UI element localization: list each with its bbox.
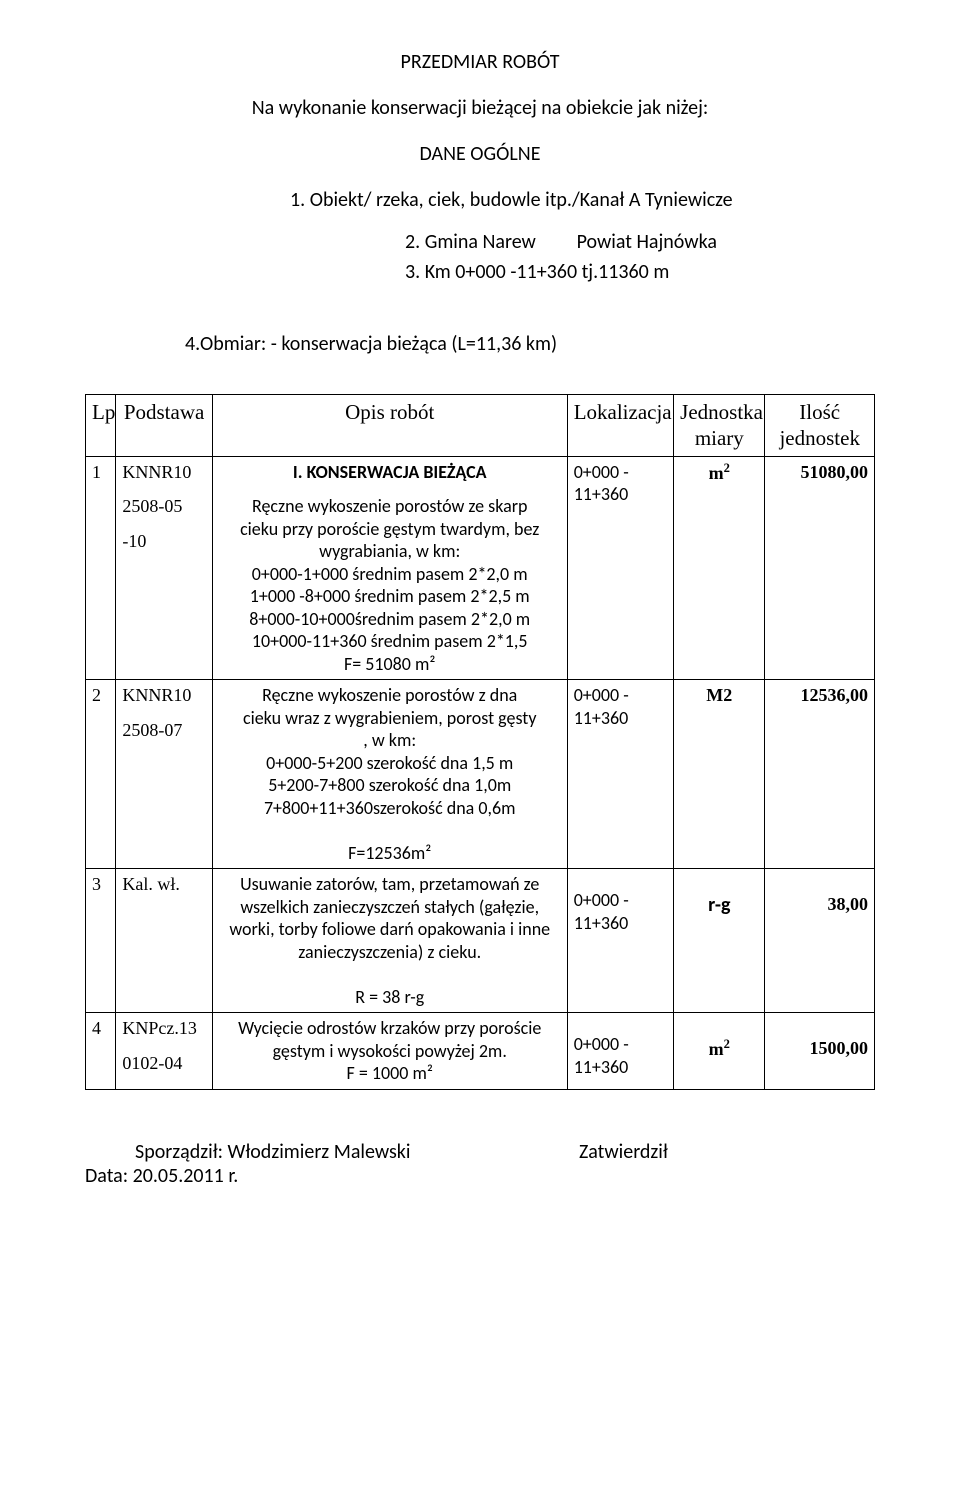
table-body: 1KNNR102508-05-10I. KONSERWACJA BIEŻĄCAR… bbox=[86, 456, 875, 1089]
section-header: DANE OGÓLNE bbox=[85, 142, 875, 166]
cell-basis: Kal. wł. bbox=[116, 869, 212, 1013]
cell-basis: KNPcz.130102-04 bbox=[116, 1013, 212, 1090]
meta-line-2b: Powiat Hajnówka bbox=[577, 230, 717, 254]
cell-qty: 1500,00 bbox=[765, 1013, 875, 1090]
cell-lp: 2 bbox=[86, 680, 116, 869]
th-basis: Podstawa bbox=[116, 395, 212, 457]
table-header-row: Lp Podstawa Opis robót Lokalizacja Jedno… bbox=[86, 395, 875, 457]
cell-loc: 0+000 -11+360 bbox=[567, 869, 673, 1013]
footer-author: Sporządził: Włodzimierz Malewski bbox=[85, 1140, 579, 1164]
cell-basis: KNNR102508-07 bbox=[116, 680, 212, 869]
cell-lp: 1 bbox=[86, 456, 116, 680]
cell-desc: I. KONSERWACJA BIEŻĄCARęczne wykoszenie … bbox=[212, 456, 567, 680]
cell-unit: m2 bbox=[674, 1013, 765, 1090]
cell-lp: 3 bbox=[86, 869, 116, 1013]
table-row: 2KNNR102508-07Ręczne wykoszenie porostów… bbox=[86, 680, 875, 869]
footer-date: Data: 20.05.2011 r. bbox=[85, 1164, 875, 1188]
meta-line-4: 4.Obmiar: - konserwacja bieżąca (L=11,36… bbox=[185, 332, 875, 356]
cell-unit: m2 bbox=[674, 456, 765, 680]
cell-qty: 38,00 bbox=[765, 869, 875, 1013]
meta-line-3: 3. Km 0+000 -11+360 tj.11360 m bbox=[405, 260, 875, 284]
main-table: Lp Podstawa Opis robót Lokalizacja Jedno… bbox=[85, 394, 875, 1090]
th-loc: Lokalizacja bbox=[567, 395, 673, 457]
th-desc: Opis robót bbox=[212, 395, 567, 457]
meta-line-2: 2. Gmina Narew Powiat Hajnówka bbox=[405, 230, 875, 254]
cell-desc: Usuwanie zatorów, tam, przetamowań zewsz… bbox=[212, 869, 567, 1013]
meta-line-2a: 2. Gmina Narew bbox=[405, 230, 536, 254]
th-lp: Lp bbox=[86, 395, 116, 457]
doc-title: PRZEDMIAR ROBÓT bbox=[85, 50, 875, 74]
cell-loc: 0+000 -11+360 bbox=[567, 1013, 673, 1090]
cell-lp: 4 bbox=[86, 1013, 116, 1090]
table-row: 3Kal. wł.Usuwanie zatorów, tam, przetamo… bbox=[86, 869, 875, 1013]
cell-loc: 0+000 -11+360 bbox=[567, 680, 673, 869]
cell-qty: 12536,00 bbox=[765, 680, 875, 869]
cell-desc: Ręczne wykoszenie porostów z dnacieku wr… bbox=[212, 680, 567, 869]
cell-unit: r-g bbox=[674, 869, 765, 1013]
cell-qty: 51080,00 bbox=[765, 456, 875, 680]
doc-subtitle: Na wykonanie konserwacji bieżącej na obi… bbox=[85, 96, 875, 120]
cell-desc: Wycięcie odrostów krzaków przy porościeg… bbox=[212, 1013, 567, 1090]
cell-loc: 0+000 -11+360 bbox=[567, 456, 673, 680]
th-qty: Ilość jednostek bbox=[765, 395, 875, 457]
table-row: 1KNNR102508-05-10I. KONSERWACJA BIEŻĄCAR… bbox=[86, 456, 875, 680]
section-title: I. KONSERWACJA BIEŻĄCA bbox=[219, 461, 561, 484]
page: PRZEDMIAR ROBÓT Na wykonanie konserwacji… bbox=[0, 0, 960, 1501]
meta-line-1: 1. Obiekt/ rzeka, ciek, budowle itp./Kan… bbox=[290, 188, 875, 212]
cell-unit: M2 bbox=[674, 680, 765, 869]
cell-basis: KNNR102508-05-10 bbox=[116, 456, 212, 680]
th-unit: Jednostka miary bbox=[674, 395, 765, 457]
footer: Sporządził: Włodzimierz Malewski Zatwier… bbox=[85, 1140, 875, 1188]
footer-approved: Zatwierdził bbox=[579, 1140, 875, 1164]
table-row: 4KNPcz.130102-04Wycięcie odrostów krzakó… bbox=[86, 1013, 875, 1090]
